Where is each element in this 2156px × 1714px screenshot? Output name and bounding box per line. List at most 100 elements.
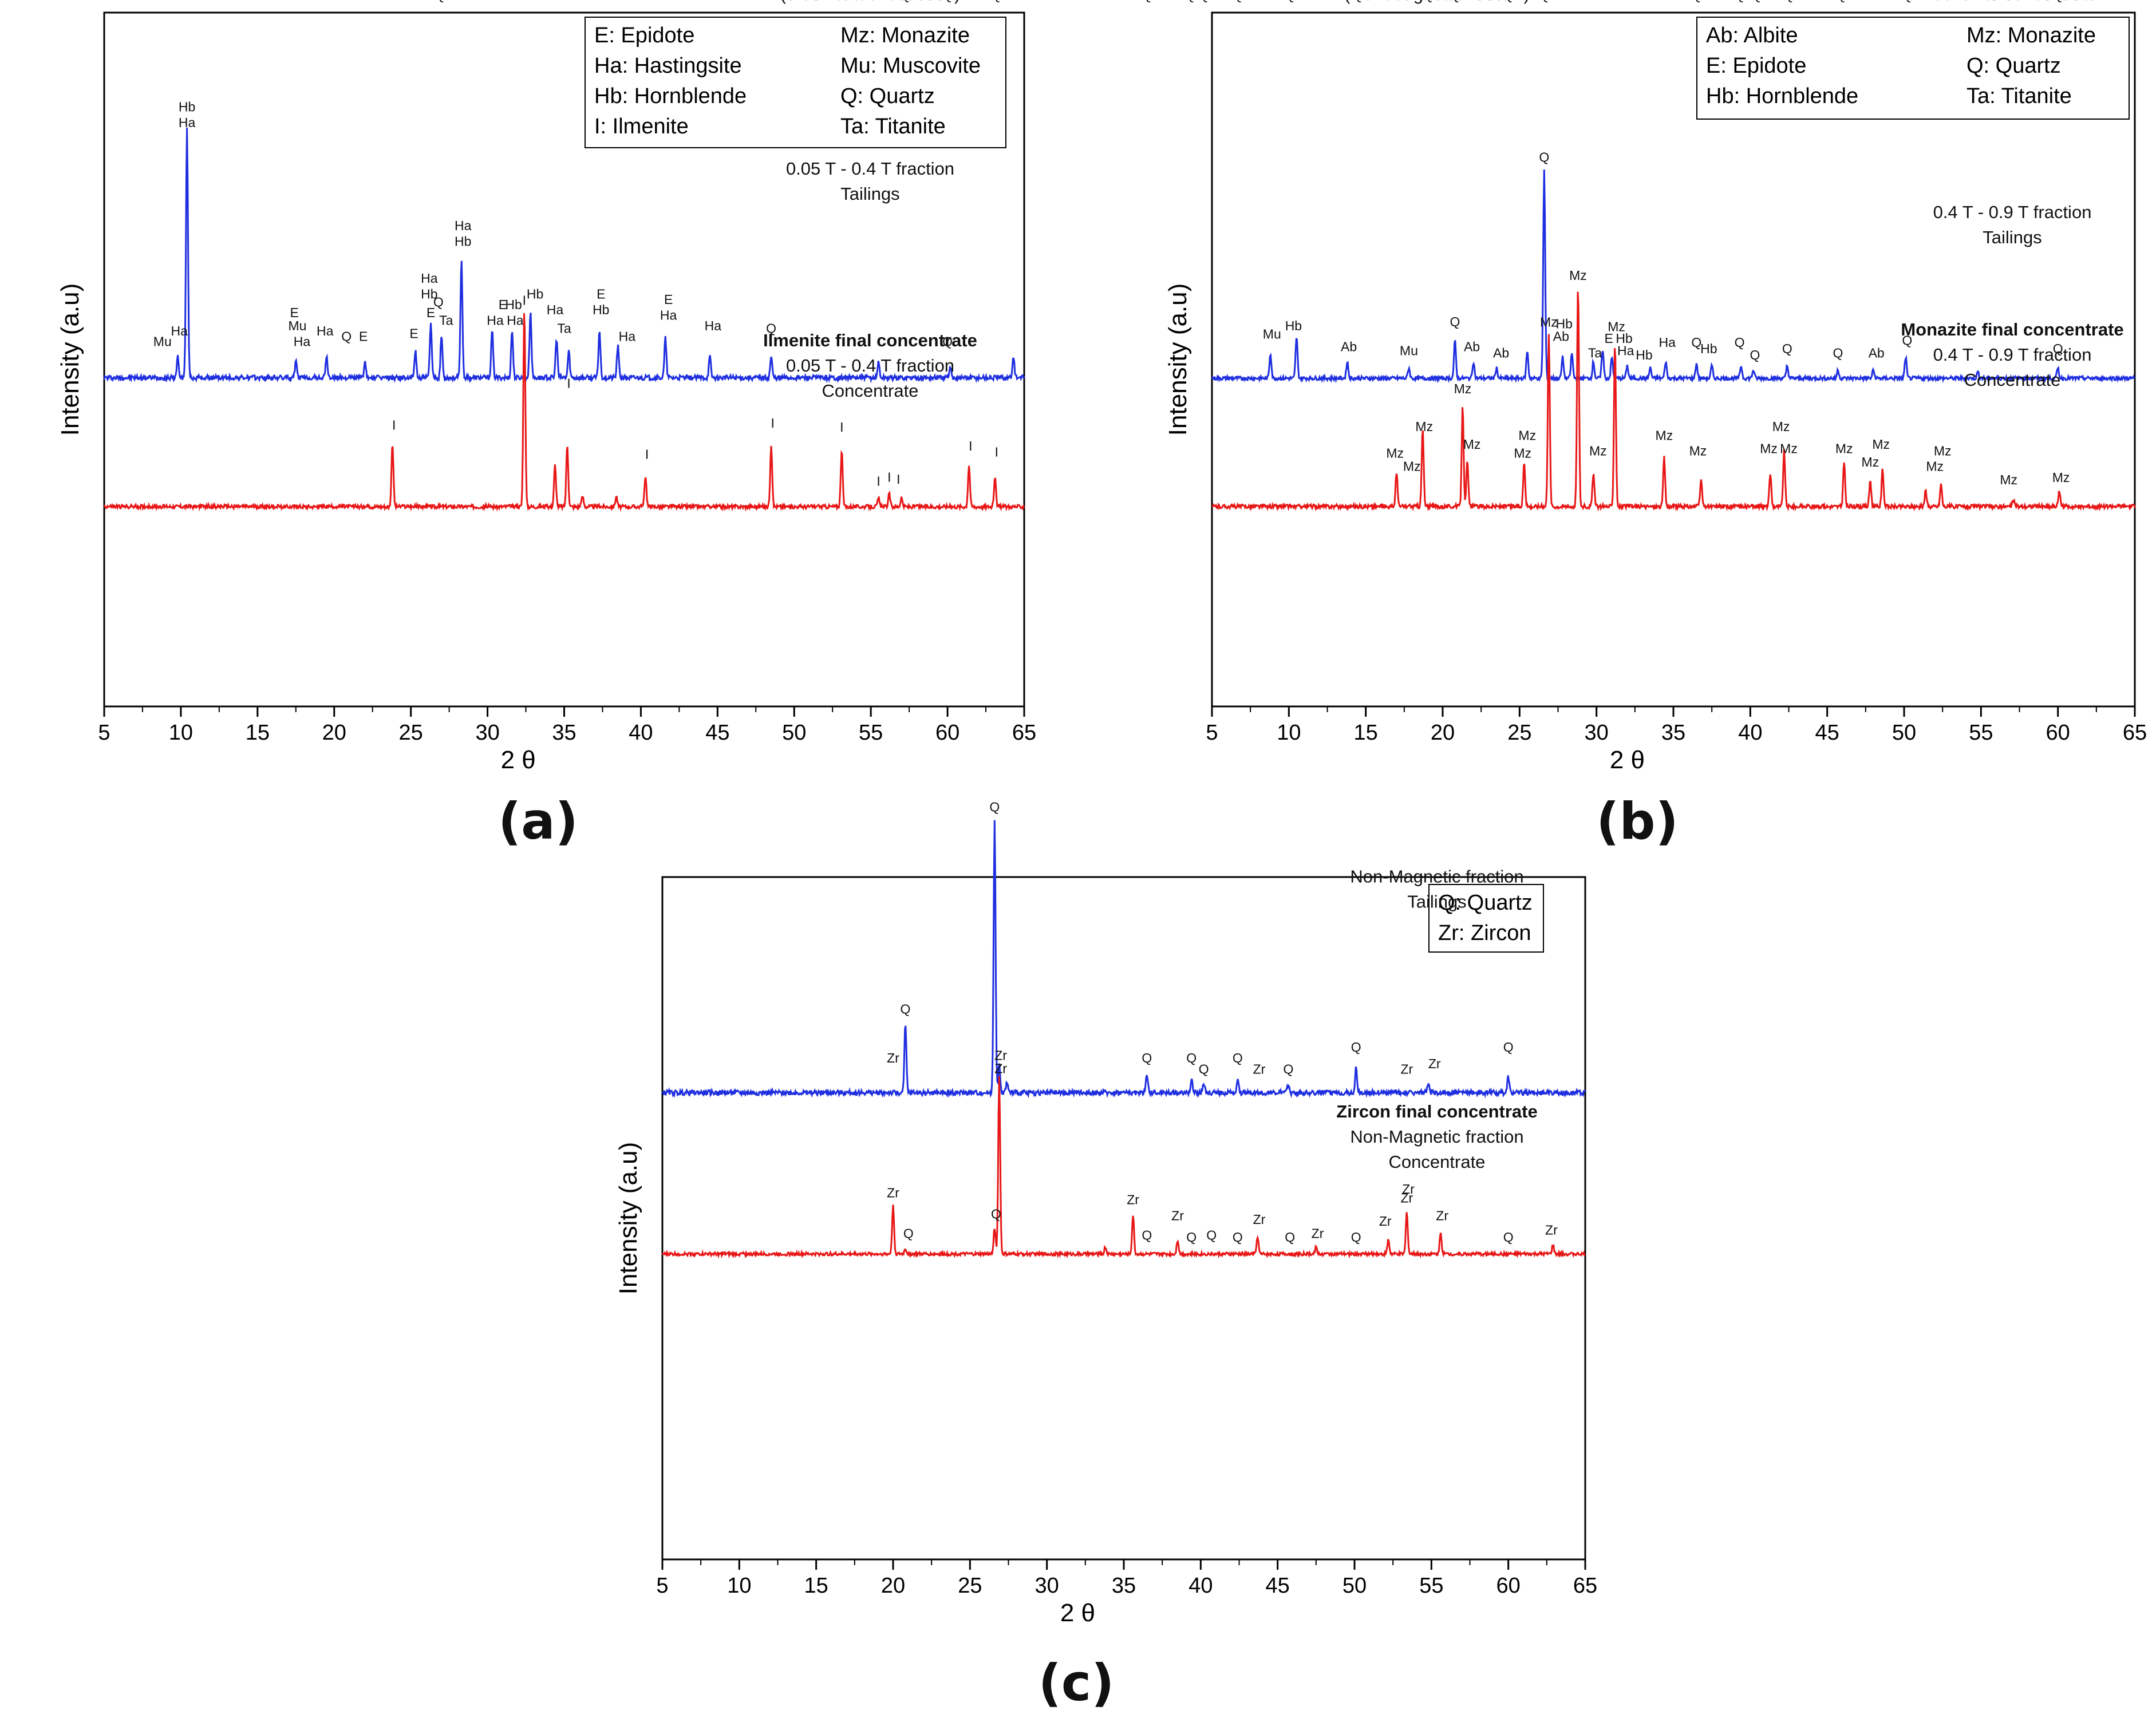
- legend-entry: Zr: Zircon: [1438, 921, 1531, 945]
- legend-entry: Mu: Muscovite: [840, 54, 981, 78]
- series-label: 0.05 T - 0.4 T fraction: [786, 356, 954, 376]
- peak-label: Hb: [455, 234, 471, 248]
- peak-label: I: [567, 376, 570, 391]
- peak-label: Hb: [1571, 0, 1588, 3]
- peak-label: Q: [341, 329, 352, 343]
- peak-label: Hb: [1700, 341, 1717, 356]
- series-label: Tailings: [1407, 892, 1466, 912]
- x-tick-label: 60: [1496, 1574, 1521, 1598]
- peak-label: Zr: [887, 0, 899, 3]
- peak-label: E: [290, 305, 298, 320]
- peak-label: Ab: [1592, 0, 1608, 3]
- legend-entry: Ha: Hastingsite: [594, 54, 742, 78]
- x-tick-label: 30: [1035, 1574, 1059, 1598]
- peak-label: Ab: [1464, 339, 1480, 354]
- peak-label: Mz: [1689, 443, 1707, 458]
- peak-label: Ha: [1657, 0, 1675, 3]
- x-tick-label: 50: [1892, 721, 1916, 745]
- x-tick-label: 60: [935, 721, 959, 745]
- peak-label: Ta: [1660, 0, 1675, 3]
- peak-label: Ha: [290, 0, 307, 3]
- peak-label: Hb: [593, 302, 609, 317]
- legend-entry: Q: Quartz: [1967, 54, 2061, 78]
- peak-label: Q: [433, 294, 444, 309]
- peak-label: Q: [1186, 1230, 1197, 1245]
- x-tick-label: 60: [2046, 721, 2070, 745]
- peak-label: Q: [1142, 0, 1152, 3]
- x-tick-label: 65: [2123, 721, 2147, 745]
- peak-label: Hb: [1285, 0, 1302, 3]
- peak-label: Hb: [1636, 347, 1652, 362]
- peak-label: Ha: [421, 271, 438, 286]
- x-tick-label: 25: [958, 1574, 982, 1598]
- legend-entry: Ab: Albite: [1706, 23, 1798, 48]
- peak-label: Q: [766, 321, 776, 335]
- peak-label: Ta: [441, 0, 455, 3]
- peak-label: Ta: [1551, 0, 1565, 3]
- x-tick-label: 20: [322, 721, 346, 745]
- peak-label: Mz: [1934, 443, 1952, 458]
- peak-label: Ha: [547, 302, 564, 317]
- legend-box: [1696, 17, 2130, 120]
- peak-label: E: [499, 297, 507, 312]
- peak-label: Mz: [1454, 381, 1472, 396]
- series-label: Non-Magnetic fraction: [1350, 1127, 1523, 1147]
- x-tick-label: 30: [475, 721, 499, 745]
- peak-label: Q: [1206, 1228, 1217, 1243]
- legend-entry: Q: Quartz: [840, 84, 935, 108]
- panel-c-chart: 5 10 15 20 25 30 35 40 45 50 55 60 65 2 θ Intensity (a…: [614, 0, 1597, 1712]
- legend-entry: Hb: Hornblende: [594, 84, 747, 108]
- peak-label: Zr: [1170, 0, 1182, 3]
- peak-label: Hb: [1285, 318, 1302, 333]
- peak-label: Zr: [1400, 1191, 1413, 1206]
- peak-label: Mu: [1400, 343, 1418, 358]
- xrd-trace-concentrate: [103, 313, 1025, 512]
- peak-label: Q: [1691, 335, 1701, 350]
- panel-tag: (b): [1596, 792, 1678, 851]
- x-tick-label: 55: [859, 721, 883, 745]
- peak-label: Q: [942, 334, 953, 349]
- peak-label: Hb: [1556, 316, 1573, 331]
- peak-label: I: [887, 0, 891, 3]
- peak-label: Ha: [1616, 0, 1633, 3]
- peak-label: Zr: [994, 1061, 1007, 1076]
- peak-label: Mu: [153, 334, 172, 349]
- peak-label: E: [664, 0, 673, 3]
- peak-label: Ha: [619, 329, 636, 343]
- series-label: Non-Magnetic fraction: [1350, 867, 1523, 887]
- x-tick-label: 45: [1815, 721, 1839, 745]
- xrd-trace-concentrate: [661, 1076, 1586, 1259]
- x-tick-label: 35: [552, 721, 576, 745]
- peak-label: Hb: [421, 0, 437, 3]
- peak-label: I: [645, 0, 649, 3]
- peak-label: Mz: [1766, 0, 1784, 3]
- series-label: Zircon concentrate: [1364, 0, 1511, 4]
- peak-label: Ha: [620, 0, 637, 3]
- peak-label: Ha: [507, 313, 524, 328]
- peak-label: Q: [1285, 1230, 1295, 1245]
- legend-box: [585, 17, 1006, 148]
- peak-label: Ha: [705, 318, 722, 333]
- peak-label: Q: [901, 1001, 911, 1016]
- peak-label: Q: [901, 0, 911, 3]
- peak-label: Hb: [527, 287, 543, 302]
- peak-label: Q: [1233, 1230, 1243, 1245]
- peak-label: Zr: [1400, 1061, 1413, 1076]
- x-tick-label: 30: [1585, 721, 1609, 745]
- peak-label: Q: [1199, 1061, 1209, 1076]
- peak-label: Ab: [1341, 0, 1357, 3]
- peak-label: Hb: [179, 100, 195, 114]
- x-axis-title: 2 θ: [501, 746, 536, 774]
- peak-label: Q: [1902, 0, 1912, 3]
- x-tick-label: 15: [1354, 721, 1378, 745]
- peak-label: Hb: [1616, 0, 1632, 3]
- peak-label: Zr: [887, 1185, 899, 1200]
- peak-label: I: [969, 439, 972, 453]
- peak-label: Mz: [1450, 0, 1467, 3]
- peak-label: Ha: [1659, 335, 1676, 350]
- peak-label: Mz: [1862, 455, 1879, 469]
- peak-label: E: [664, 292, 673, 307]
- x-tick-label: 65: [1573, 1574, 1597, 1598]
- peak-label: E: [1604, 331, 1613, 346]
- xrd-trace-tailings: [103, 127, 1025, 384]
